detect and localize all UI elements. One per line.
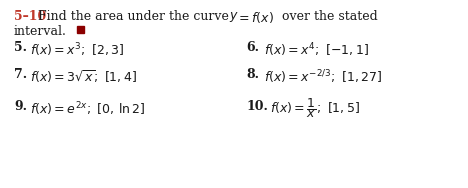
Text: 9.: 9. [14,100,27,113]
Text: $f(x) = e^{2x};\ [0,\,\mathrm{ln}\,2]$: $f(x) = e^{2x};\ [0,\,\mathrm{ln}\,2]$ [30,100,146,118]
Text: 5.: 5. [14,41,27,54]
Text: over the stated: over the stated [278,10,378,23]
Text: $y$: $y$ [229,10,239,24]
Text: 7.: 7. [14,68,27,81]
Text: 8.: 8. [246,68,259,81]
Text: $f(x) = x^{-2/3};\ [1,27]$: $f(x) = x^{-2/3};\ [1,27]$ [264,68,382,86]
Text: 5–10: 5–10 [14,10,46,23]
Text: 6.: 6. [246,41,259,54]
Text: $f(x) = x^3;\ [2,3]$: $f(x) = x^3;\ [2,3]$ [30,41,124,59]
Text: Find the area under the curve: Find the area under the curve [38,10,233,23]
Bar [77,26,84,33]
Text: $f(x) = x^4;\ [-1,1]$: $f(x) = x^4;\ [-1,1]$ [264,41,369,59]
Text: 10.: 10. [246,100,268,113]
Text: $f(x) = \dfrac{1}{x};\ [1,5]$: $f(x) = \dfrac{1}{x};\ [1,5]$ [270,96,360,120]
Text: interval.: interval. [14,25,67,38]
Text: $f(x) = 3\sqrt{x};\ [1,4]$: $f(x) = 3\sqrt{x};\ [1,4]$ [30,68,137,85]
Text: $= f(x)$: $= f(x)$ [236,10,274,25]
